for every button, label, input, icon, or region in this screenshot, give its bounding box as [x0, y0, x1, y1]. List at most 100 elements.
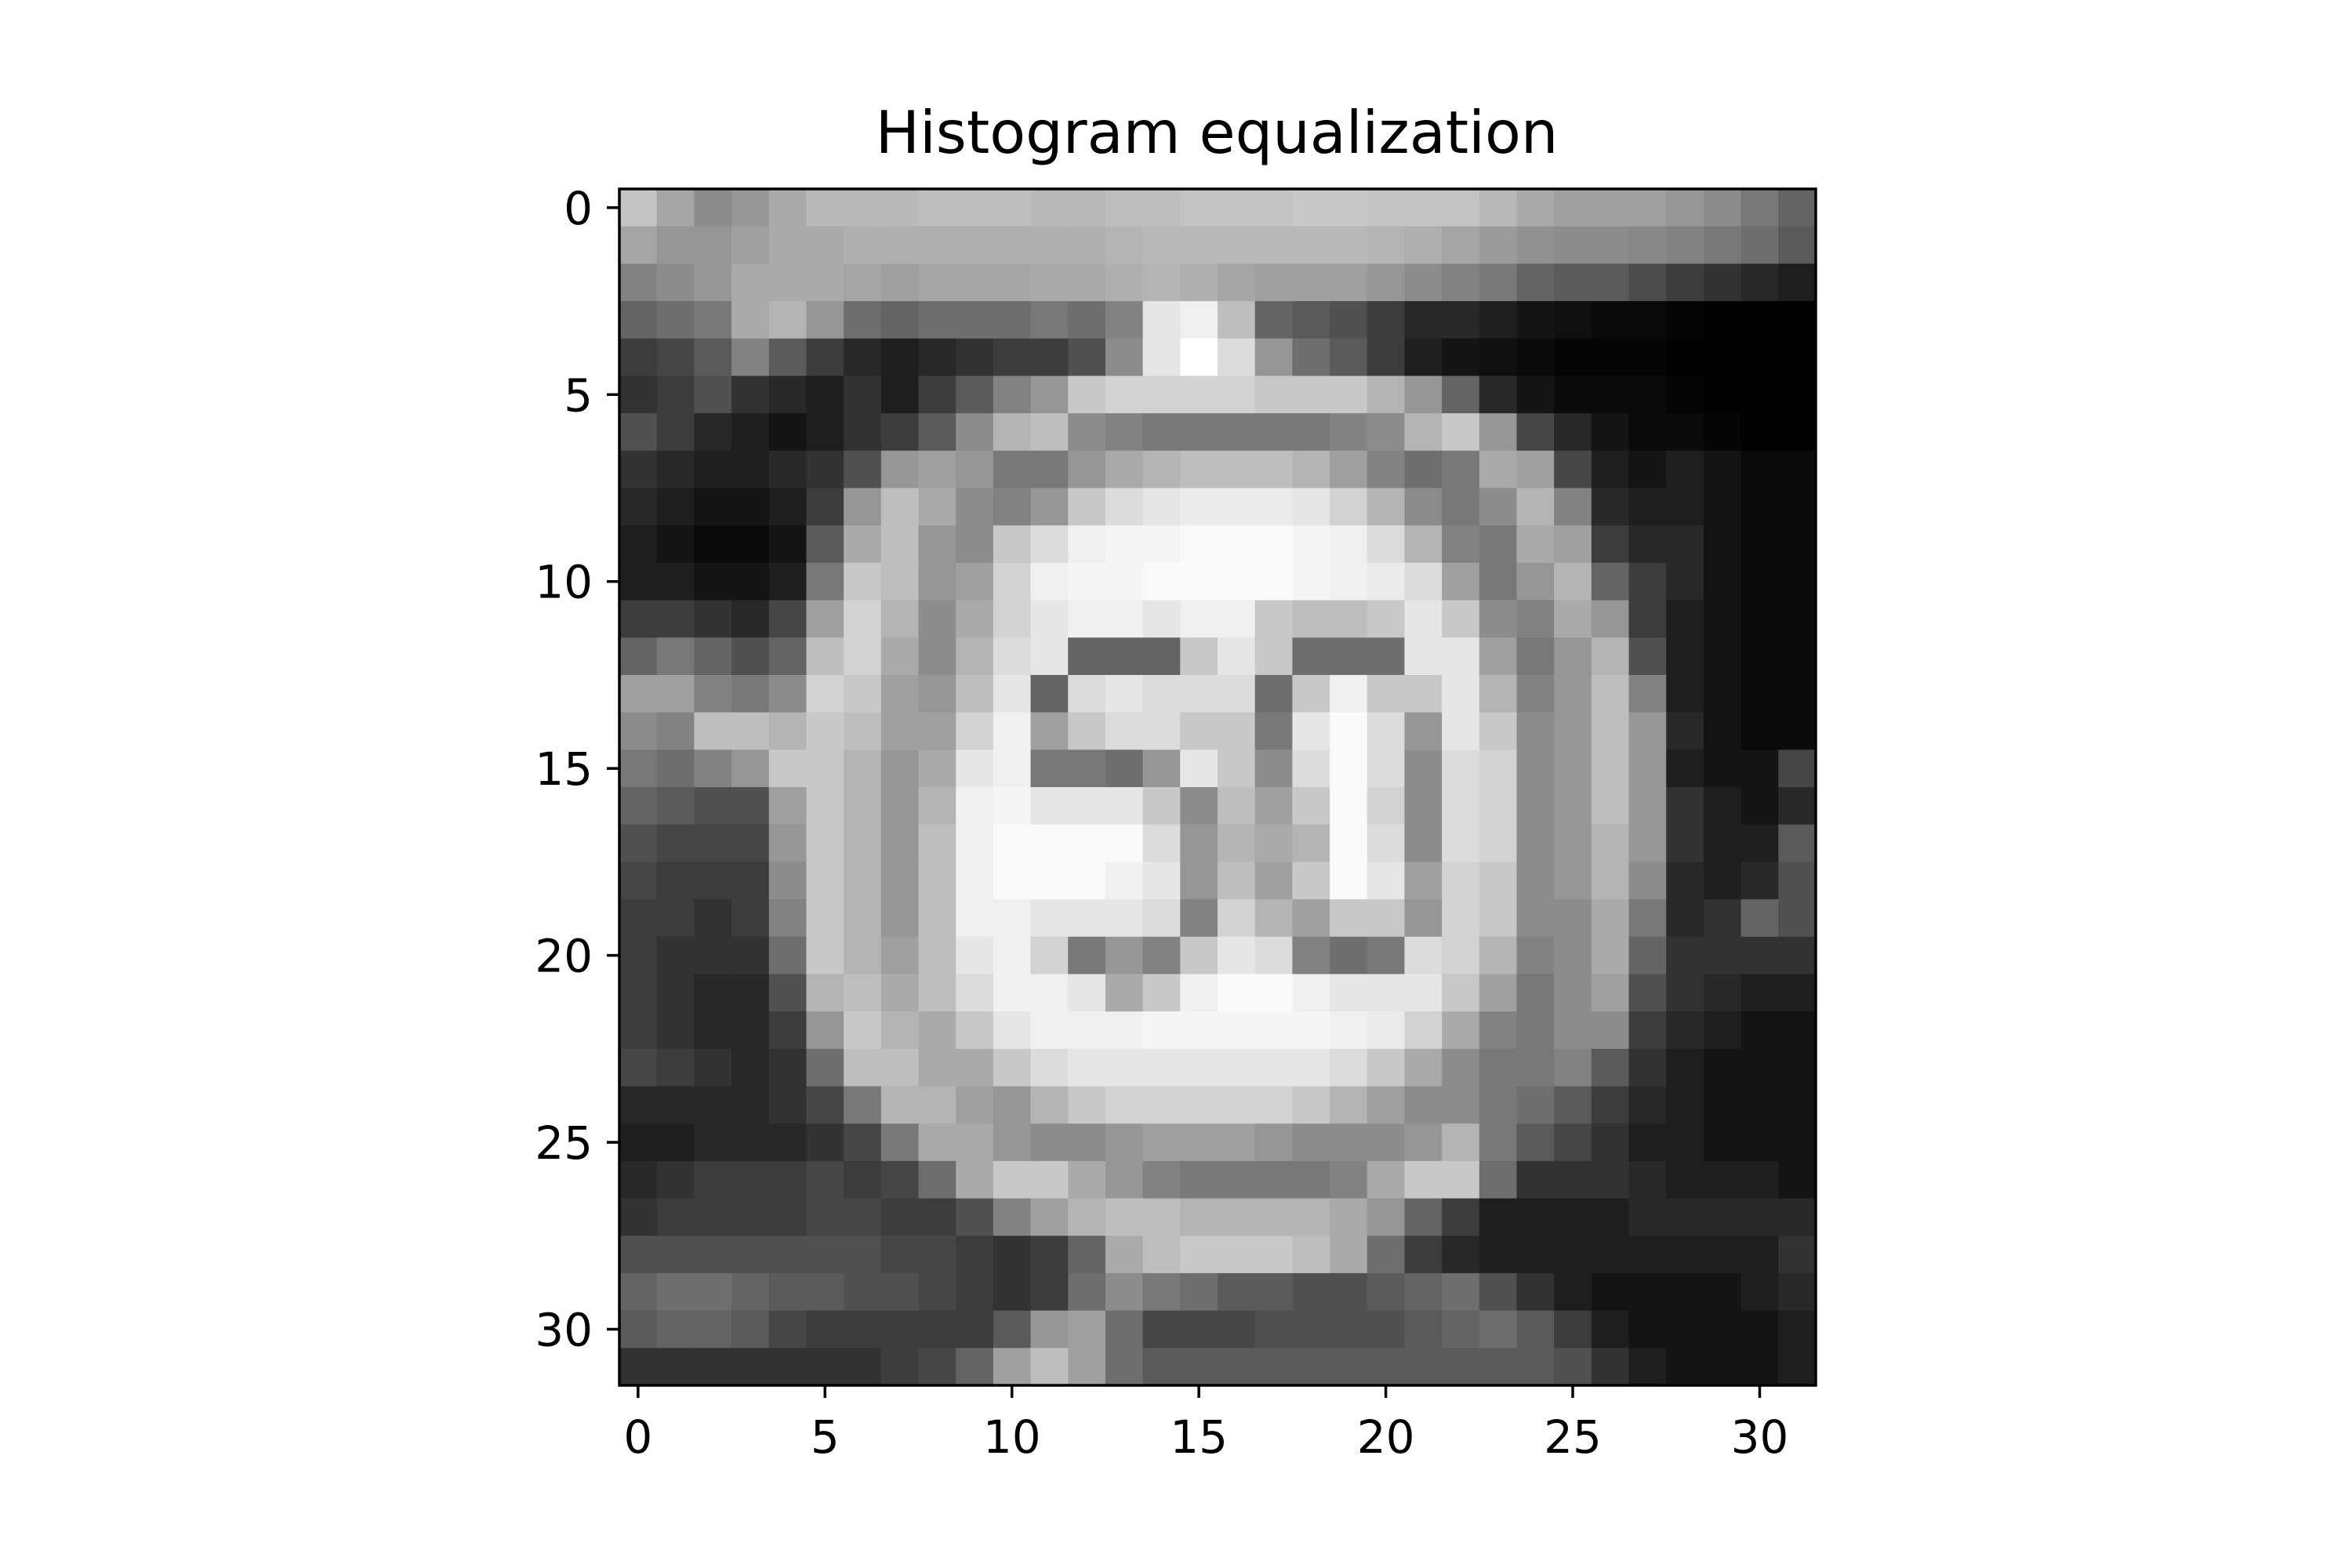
pixel-cell-r7-c10: [993, 450, 1032, 489]
pixel-cell-r10-c10: [993, 562, 1032, 601]
pixel-cell-r9-c25: [1554, 525, 1592, 564]
pixel-cell-r10-c15: [1180, 562, 1218, 601]
pixel-cell-r0-c31: [1778, 189, 1817, 227]
pixel-cell-r9-c22: [1442, 525, 1480, 564]
pixel-cell-r10-c30: [1740, 562, 1779, 601]
pixel-cell-r6-c8: [918, 413, 956, 452]
pixel-cell-r7-c2: [694, 450, 732, 489]
pixel-cell-r13-c25: [1554, 674, 1592, 713]
pixel-cell-r1-c23: [1479, 226, 1518, 264]
pixel-cell-r23-c24: [1516, 1048, 1555, 1087]
pixel-cell-r9-c12: [1068, 525, 1106, 564]
pixel-cell-r29-c20: [1367, 1272, 1406, 1312]
pixel-cell-r9-c13: [1105, 525, 1144, 564]
pixel-cell-r16-c25: [1554, 787, 1592, 826]
pixel-cell-r21-c11: [1030, 974, 1069, 1012]
pixel-cell-r20-c3: [731, 936, 770, 975]
pixel-cell-r6-c21: [1404, 413, 1443, 452]
pixel-cell-r14-c19: [1330, 712, 1368, 750]
pixel-cell-r20-c4: [768, 936, 808, 975]
pixel-cell-r18-c26: [1591, 862, 1630, 900]
pixel-cell-r22-c15: [1180, 1011, 1218, 1050]
pixel-cell-r29-c14: [1142, 1272, 1181, 1312]
pixel-cell-r19-c25: [1554, 899, 1592, 938]
x-tick-label-15: 15: [1170, 1410, 1228, 1464]
pixel-cell-r7-c21: [1404, 450, 1443, 489]
pixel-cell-r30-c5: [806, 1310, 844, 1348]
pixel-cell-r14-c22: [1442, 712, 1480, 750]
pixel-cell-r1-c27: [1628, 226, 1667, 264]
pixel-cell-r4-c4: [768, 338, 808, 377]
pixel-cell-r0-c22: [1442, 189, 1480, 227]
pixel-cell-r16-c27: [1628, 787, 1667, 826]
pixel-cell-r11-c27: [1628, 600, 1667, 638]
pixel-cell-r17-c28: [1666, 824, 1704, 862]
pixel-cell-r23-c13: [1105, 1048, 1144, 1087]
pixel-cell-r26-c10: [993, 1160, 1032, 1200]
pixel-cell-r28-c28: [1666, 1236, 1704, 1274]
pixel-cell-r14-c2: [694, 712, 732, 750]
pixel-cell-r22-c21: [1404, 1011, 1443, 1050]
pixel-cell-r19-c31: [1778, 899, 1817, 938]
pixel-cell-r25-c6: [844, 1123, 882, 1162]
pixel-cell-r2-c8: [918, 263, 956, 302]
pixel-cell-r5-c5: [806, 376, 844, 414]
pixel-cell-r19-c18: [1292, 899, 1330, 938]
pixel-cell-r19-c20: [1367, 899, 1406, 938]
pixel-cell-r31-c21: [1404, 1348, 1443, 1386]
pixel-cell-r28-c1: [656, 1236, 695, 1274]
pixel-cell-r24-c14: [1142, 1086, 1181, 1124]
pixel-cell-r18-c24: [1516, 862, 1555, 900]
pixel-cell-r28-c16: [1218, 1236, 1256, 1274]
pixel-cell-r3-c29: [1703, 301, 1742, 339]
pixel-cell-r14-c9: [956, 712, 994, 750]
pixel-cell-r6-c15: [1180, 413, 1218, 452]
pixel-cell-r19-c17: [1254, 899, 1293, 938]
pixel-cell-r31-c20: [1367, 1348, 1406, 1386]
pixel-cell-r13-c29: [1703, 674, 1742, 713]
pixel-cell-r21-c2: [694, 974, 732, 1012]
pixel-cell-r29-c21: [1404, 1272, 1443, 1312]
pixel-cell-r26-c14: [1142, 1160, 1181, 1200]
pixel-cell-r21-c3: [731, 974, 770, 1012]
pixel-cell-r12-c30: [1740, 637, 1779, 676]
pixel-cell-r1-c15: [1180, 226, 1218, 264]
pixel-cell-r28-c21: [1404, 1236, 1443, 1274]
pixel-cell-r6-c31: [1778, 413, 1817, 452]
pixel-cell-r18-c12: [1068, 862, 1106, 900]
pixel-cell-r24-c4: [768, 1086, 808, 1124]
pixel-cell-r16-c9: [956, 787, 994, 826]
pixel-cell-r28-c14: [1142, 1236, 1181, 1274]
pixel-cell-r16-c23: [1479, 787, 1518, 826]
pixel-cell-r30-c26: [1591, 1310, 1630, 1348]
pixel-cell-r17-c1: [656, 824, 695, 862]
pixel-cell-r22-c25: [1554, 1011, 1592, 1050]
pixel-cell-r17-c16: [1218, 824, 1256, 862]
pixel-cell-r18-c3: [731, 862, 770, 900]
pixel-cell-r18-c25: [1554, 862, 1592, 900]
pixel-cell-r19-c22: [1442, 899, 1480, 938]
pixel-cell-r26-c16: [1218, 1160, 1256, 1200]
pixel-cell-r5-c30: [1740, 376, 1779, 414]
pixel-cell-r8-c24: [1516, 488, 1555, 526]
pixel-cell-r20-c28: [1666, 936, 1704, 975]
pixel-cell-r29-c22: [1442, 1272, 1480, 1312]
pixel-cell-r2-c16: [1218, 263, 1256, 302]
pixel-cell-r28-c5: [806, 1236, 844, 1274]
pixel-cell-r26-c8: [918, 1160, 956, 1200]
pixel-cell-r23-c3: [731, 1048, 770, 1087]
pixel-cell-r14-c11: [1030, 712, 1069, 750]
pixel-cell-r12-c0: [619, 637, 658, 676]
pixel-cell-r16-c24: [1516, 787, 1555, 826]
pixel-cell-r29-c6: [844, 1272, 882, 1312]
pixel-cell-r3-c14: [1142, 301, 1181, 339]
pixel-cell-r20-c10: [993, 936, 1032, 975]
pixel-cell-r16-c29: [1703, 787, 1742, 826]
pixel-cell-r24-c18: [1292, 1086, 1330, 1124]
pixel-cell-r2-c31: [1778, 263, 1817, 302]
pixel-cell-r4-c6: [844, 338, 882, 377]
pixel-cell-r20-c29: [1703, 936, 1742, 975]
pixel-cell-r13-c28: [1666, 674, 1704, 713]
pixel-cell-r30-c10: [993, 1310, 1032, 1348]
pixel-cell-r5-c22: [1442, 376, 1480, 414]
